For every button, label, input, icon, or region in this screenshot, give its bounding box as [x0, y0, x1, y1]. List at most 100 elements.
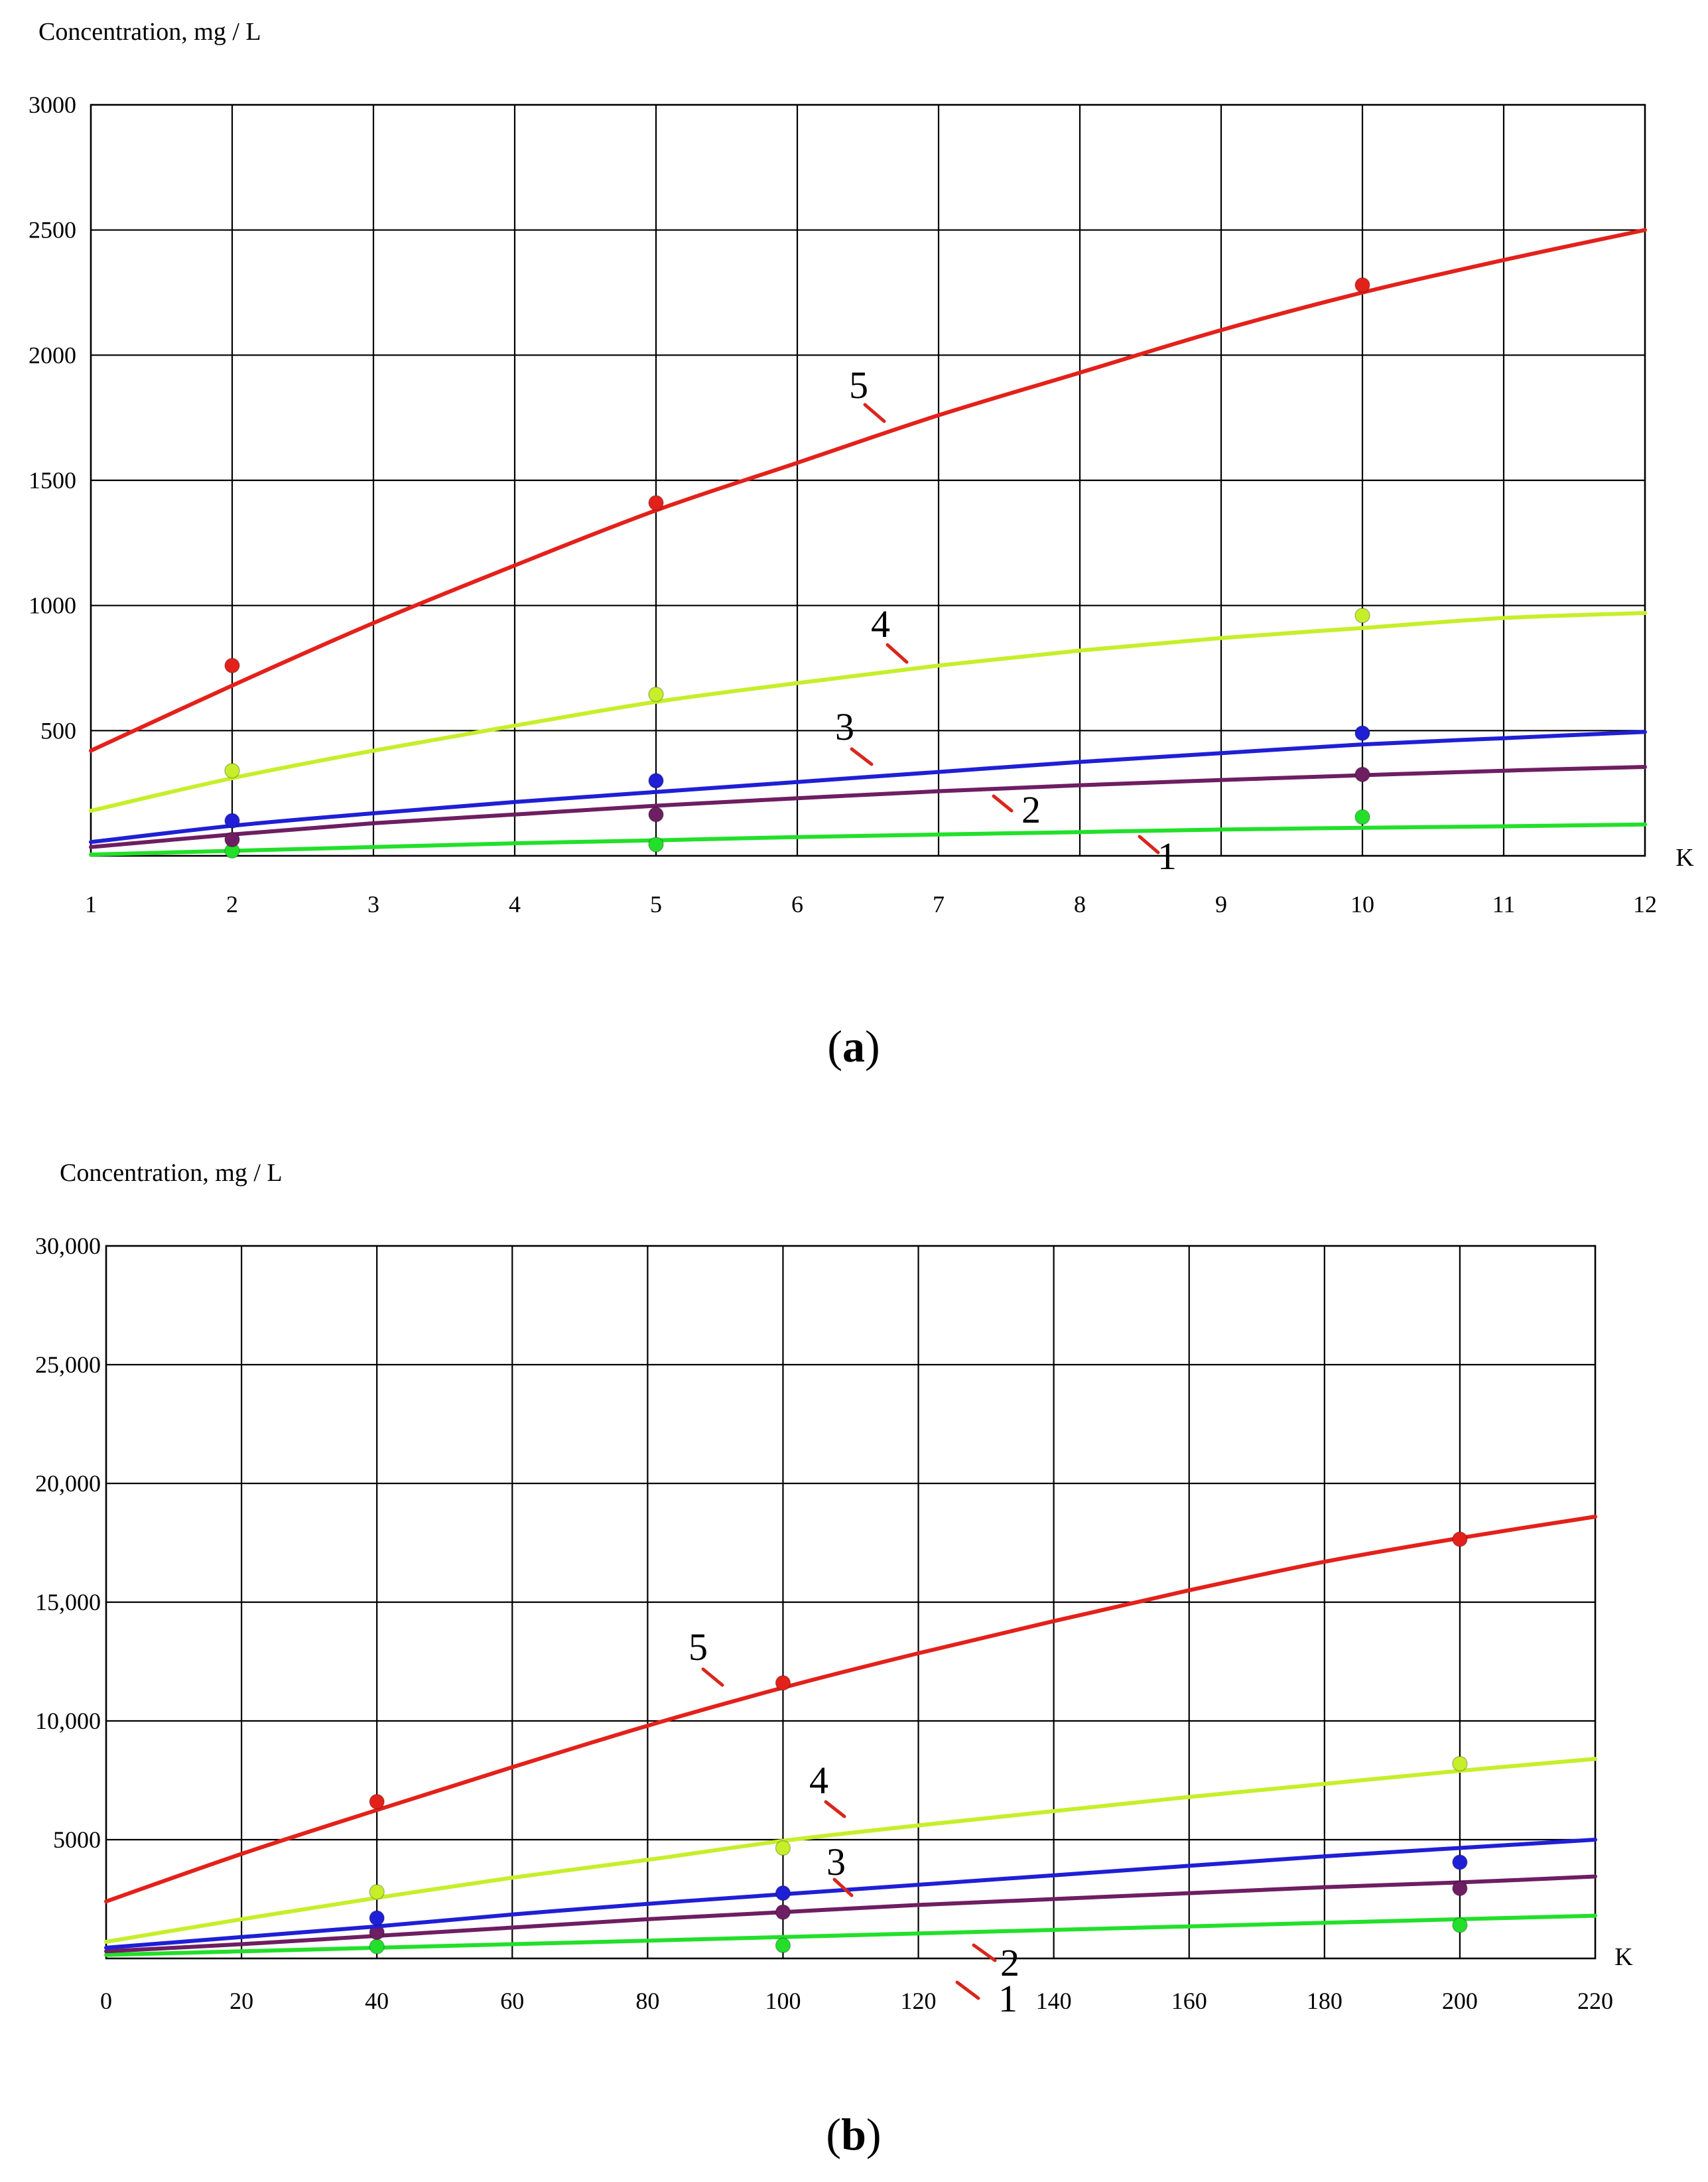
x-tick-label: 0	[100, 1988, 112, 2014]
data-point-2	[775, 1904, 791, 1920]
curve-label-5: 5	[689, 1625, 708, 1669]
series-line-1	[104, 1913, 1597, 1957]
data-point-4	[369, 1884, 385, 1900]
panel-letter: a	[842, 1021, 865, 1071]
x-tick-label: 8	[1074, 891, 1086, 918]
series-1: 1	[89, 809, 1647, 878]
series-line-4	[89, 611, 1647, 813]
series-line-5	[89, 228, 1647, 753]
x-tick-label: 160	[1171, 1988, 1207, 2014]
x-tick-label: 7	[933, 891, 945, 918]
curve-label-tick-2	[972, 1943, 997, 1962]
series-1: 1	[104, 1913, 1597, 2020]
x-axis-title: K	[1675, 844, 1694, 872]
curve-label-tick-1	[1138, 835, 1160, 854]
curve-label-tick-4	[886, 643, 909, 664]
curve-label-5: 5	[849, 364, 868, 407]
curve-label-1: 1	[998, 1977, 1018, 2020]
x-tick-label: 60	[500, 1988, 524, 2014]
series-line-2	[89, 765, 1647, 849]
panel-label: (b)	[826, 2109, 881, 2159]
data-point-3	[775, 1885, 791, 1901]
data-point-4	[648, 686, 664, 703]
data-point-3	[1354, 725, 1370, 741]
x-tick-label: 11	[1492, 891, 1516, 918]
panel-label: (a)	[827, 1021, 880, 1071]
y-tick-label: 1000	[29, 592, 76, 619]
data-point-4	[1452, 1755, 1468, 1772]
data-point-3	[1452, 1854, 1468, 1870]
data-point-2	[224, 831, 240, 848]
series-5: 5	[89, 228, 1647, 753]
series-line-3	[104, 1838, 1597, 1950]
curve-label-4: 4	[809, 1759, 828, 1802]
series-3: 3	[89, 705, 1647, 845]
x-tick-label: 100	[765, 1988, 801, 2014]
x-tick-label: 1	[85, 891, 97, 918]
series-2: 2	[104, 1874, 1597, 1984]
curve-label-tick-3	[850, 747, 874, 766]
y-tick-label: 2000	[29, 342, 76, 368]
data-point-5	[224, 657, 240, 673]
x-tick-label: 4	[509, 891, 521, 918]
curve-label-2: 2	[1021, 788, 1041, 831]
y-tick-label: 3000	[29, 92, 76, 118]
y-tick-label: 1500	[29, 467, 76, 494]
x-tick-label: 200	[1442, 1988, 1478, 2014]
y-tick-label: 30,000	[35, 1233, 101, 1259]
panel-letter: b	[841, 2109, 866, 2159]
x-tick-label: 120	[901, 1988, 937, 2014]
data-point-3	[224, 813, 240, 829]
curve-label-2: 2	[1000, 1941, 1019, 1984]
data-point-4	[1354, 608, 1370, 624]
data-point-2	[1354, 766, 1370, 783]
y-tick-label: 2500	[29, 217, 76, 243]
x-tick-label: 20	[230, 1988, 253, 2014]
data-point-2	[648, 806, 664, 823]
series-line-4	[104, 1757, 1597, 1944]
curve-label-4: 4	[871, 602, 890, 646]
x-tick-label: 40	[365, 1988, 389, 2014]
x-tick-label: 2	[226, 891, 238, 918]
series-3: 3	[104, 1838, 1597, 1950]
x-tick-label: 5	[650, 891, 662, 918]
data-point-5	[648, 495, 664, 511]
y-axis-title: Concentration, mg / L	[38, 18, 261, 46]
data-point-5	[775, 1674, 791, 1691]
y-tick-label: 10,000	[35, 1708, 101, 1734]
x-tick-label: 12	[1633, 891, 1657, 918]
curve-label-3: 3	[835, 705, 854, 748]
x-tick-label: 140	[1036, 1988, 1072, 2014]
data-point-1	[775, 1937, 791, 1954]
y-axis-title: Concentration, mg / L	[60, 1159, 283, 1187]
curve-label-1: 1	[1157, 835, 1177, 878]
x-tick-label: 10	[1350, 891, 1374, 918]
x-tick-label: 180	[1307, 1988, 1343, 2014]
data-point-5	[369, 1793, 385, 1810]
series-line-1	[89, 822, 1647, 857]
series-5: 5	[104, 1515, 1597, 1904]
series-4: 4	[89, 602, 1647, 813]
x-axis-title: K	[1614, 1943, 1633, 1971]
y-tick-label: 20,000	[35, 1470, 101, 1497]
data-point-1	[1452, 1917, 1468, 1933]
y-tick-label: 25,000	[35, 1351, 101, 1378]
data-point-4	[224, 762, 240, 779]
data-point-1	[1354, 809, 1370, 825]
data-point-1	[369, 1939, 385, 1954]
y-tick-label: 5000	[53, 1826, 101, 1853]
series-line-2	[104, 1874, 1597, 1954]
curve-label-tick-4	[824, 1800, 846, 1818]
y-tick-label: 15,000	[35, 1589, 101, 1615]
x-tick-label: 3	[367, 891, 379, 918]
series-2: 2	[89, 765, 1647, 849]
series-line-5	[104, 1515, 1597, 1904]
curve-label-tick-1	[955, 1980, 980, 2000]
data-point-3	[369, 1910, 385, 1926]
data-point-5	[1452, 1531, 1468, 1547]
x-tick-label: 220	[1577, 1988, 1613, 2014]
curve-label-tick-2	[992, 794, 1014, 813]
data-point-2	[1452, 1880, 1468, 1897]
